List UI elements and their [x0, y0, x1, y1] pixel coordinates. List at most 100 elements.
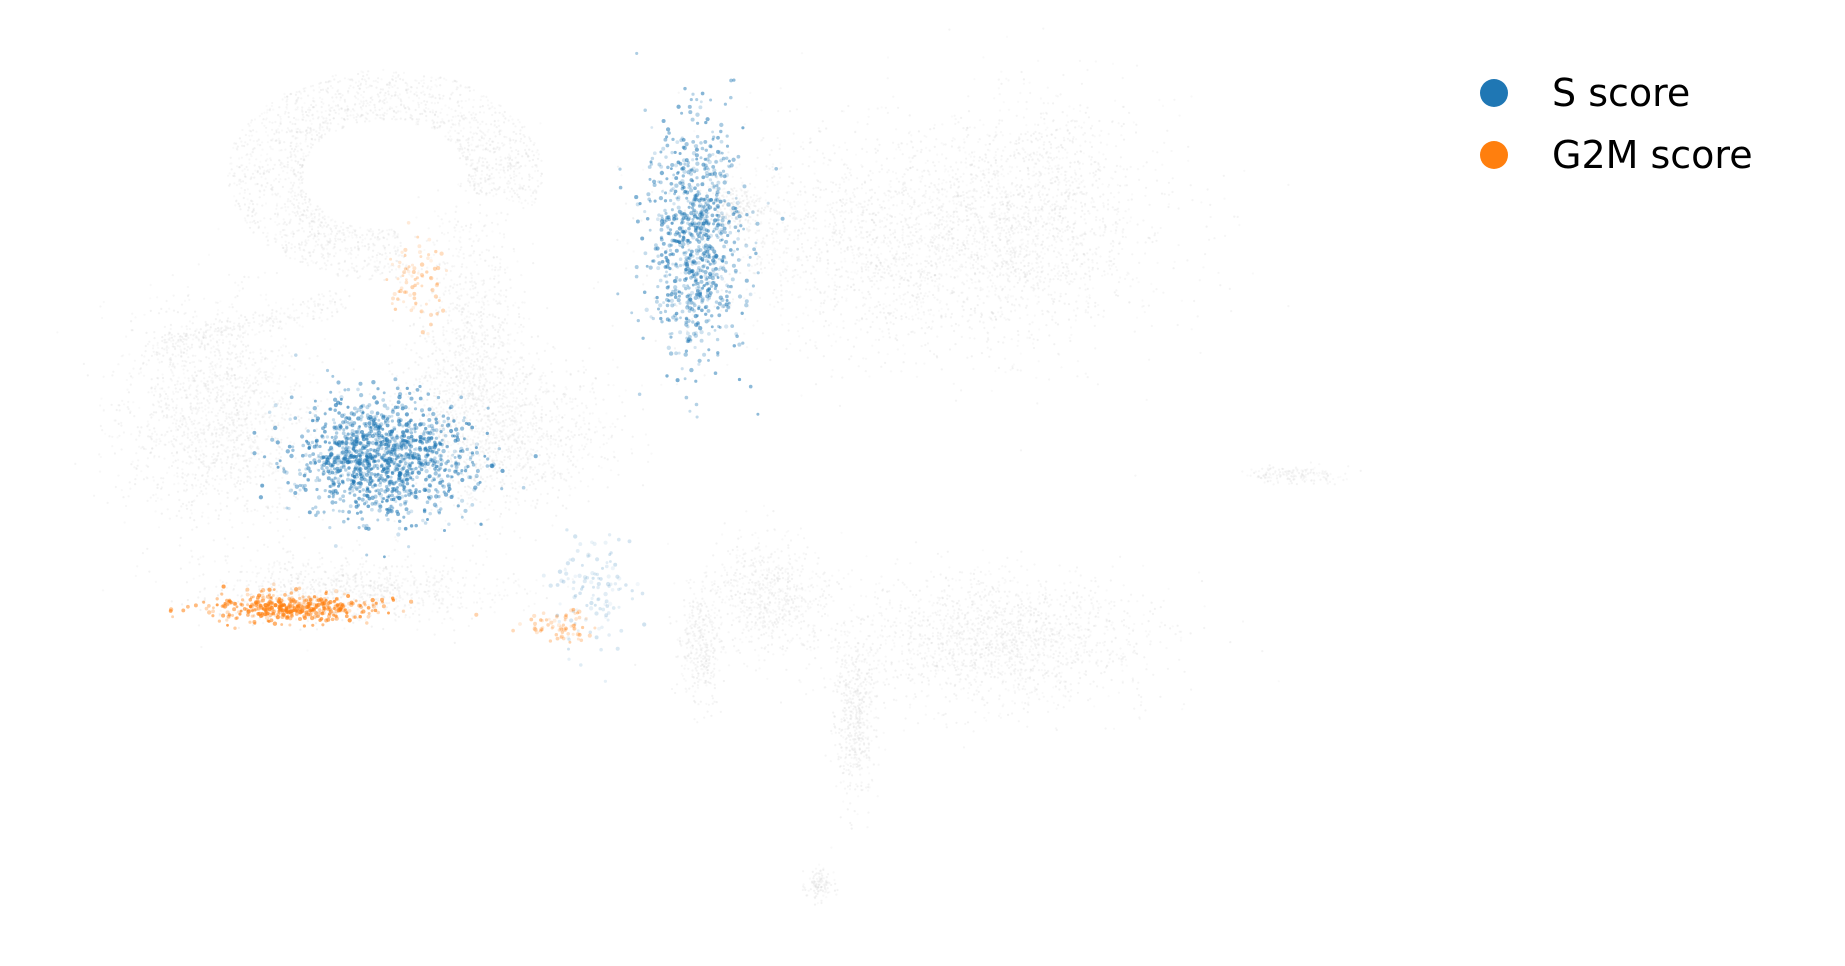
background-cell-point — [420, 79, 423, 82]
background-cell-point — [222, 392, 225, 395]
background-cell-point — [369, 109, 372, 112]
background-cell-point — [518, 183, 521, 186]
background-cell-point — [321, 556, 324, 560]
background-cell-point — [194, 406, 197, 409]
background-cell-point — [248, 374, 251, 377]
background-cell-point — [437, 590, 440, 593]
background-cell-point — [167, 404, 171, 407]
background-cell-point — [162, 477, 165, 480]
background-cell-point — [201, 461, 204, 464]
background-cell-point — [445, 585, 448, 588]
background-cell-point — [457, 295, 461, 298]
background-cell-point — [310, 566, 313, 570]
background-cell-point — [457, 104, 460, 107]
background-cell-point — [232, 393, 235, 396]
background-cell-point — [334, 111, 337, 114]
background-cell-point — [474, 131, 477, 134]
background-cell-point — [382, 244, 385, 247]
background-cell-point — [265, 235, 268, 239]
background-cell-point — [337, 112, 340, 115]
background-cell-point — [322, 129, 325, 132]
background-cell-point — [117, 422, 120, 425]
background-cell-point — [290, 355, 293, 358]
background-cell-point — [500, 211, 503, 214]
background-cell-point — [228, 399, 231, 402]
background-cell-point — [457, 183, 460, 186]
background-cell-point — [298, 593, 301, 596]
background-cell-point — [289, 561, 292, 564]
background-cell-point — [196, 494, 199, 497]
background-cell-point — [117, 474, 120, 477]
background-cell-point — [536, 157, 540, 160]
background-cell-point — [296, 127, 299, 130]
background-cell-point — [318, 91, 321, 94]
background-cell-point — [484, 368, 487, 371]
background-cell-point — [447, 138, 450, 141]
background-cell-point — [502, 402, 505, 405]
background-cell-point — [480, 95, 483, 98]
background-cell-point — [531, 200, 534, 203]
background-cell-point — [534, 170, 537, 173]
background-cell-point — [226, 496, 229, 499]
background-cell-point — [436, 277, 439, 280]
background-cell-point — [149, 413, 152, 417]
background-cell-point — [214, 386, 217, 389]
background-cell-point — [287, 190, 290, 193]
background-cell-point — [254, 470, 257, 473]
background-cell-point — [312, 97, 315, 100]
background-cell-point — [506, 594, 509, 597]
background-cell-point — [401, 598, 404, 601]
background-cell-point — [272, 467, 275, 470]
background-cell-point — [209, 443, 212, 446]
background-cell-point — [311, 417, 314, 420]
background-cell-point — [191, 354, 195, 357]
background-cell-point — [194, 379, 197, 382]
background-cell-point — [497, 119, 500, 122]
background-cell-point — [228, 184, 231, 187]
background-cell-point — [470, 175, 473, 178]
background-cell-point — [395, 268, 398, 271]
background-cell-point — [246, 475, 249, 478]
background-cell-point — [309, 127, 312, 130]
background-cell-point — [489, 606, 492, 609]
background-cell-point — [248, 226, 252, 229]
background-cell-point — [314, 622, 318, 625]
background-cell-point — [334, 220, 337, 223]
background-cell-point — [467, 177, 470, 180]
background-cell-point — [433, 127, 436, 130]
background-cell-point — [294, 122, 297, 126]
background-cell-point — [168, 307, 171, 310]
background-cell-point — [359, 592, 362, 595]
background-cell-point — [472, 184, 476, 187]
background-cell-point — [486, 130, 489, 133]
background-cell-point — [304, 138, 307, 141]
background-cell-point — [186, 451, 189, 454]
background-cell-point — [469, 407, 472, 410]
background-cell-point — [482, 137, 485, 140]
background-cell-point — [478, 325, 481, 328]
background-cell-point — [160, 406, 163, 409]
background-cell-point — [217, 344, 220, 347]
background-cell-point — [397, 615, 400, 618]
background-cell-point — [489, 361, 492, 364]
background-cell-point — [367, 248, 370, 251]
background-cell-point — [263, 217, 266, 220]
background-cell-point — [191, 528, 194, 531]
background-cell-point — [480, 164, 483, 167]
background-cell-point — [324, 587, 327, 590]
background-cell-point — [274, 177, 278, 180]
background-cell-point — [274, 221, 277, 224]
background-cell-point — [171, 400, 175, 403]
background-cell-point — [174, 459, 177, 462]
background-cell-point — [415, 216, 418, 219]
background-cell-point — [259, 475, 262, 478]
background-cell-point — [395, 236, 398, 239]
background-cell-point — [365, 99, 368, 102]
background-cell-point — [250, 155, 253, 158]
background-cell-point — [517, 578, 520, 581]
background-cell-point — [249, 481, 252, 484]
background-cell-point — [462, 118, 466, 121]
background-cell-point — [195, 484, 198, 487]
background-cell-point — [235, 439, 238, 442]
background-cell-point — [269, 511, 272, 514]
